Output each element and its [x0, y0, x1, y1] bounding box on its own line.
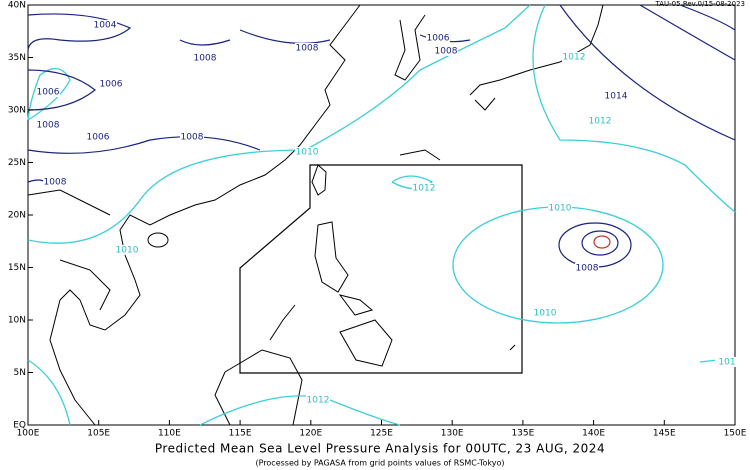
lon-label: 105E	[87, 429, 110, 439]
isobar-label: 1012	[307, 396, 330, 406]
map-subtitle: (Processed by PAGASA from grid points va…	[255, 459, 504, 468]
lat-label: 20N	[8, 211, 26, 221]
lon-label: 110E	[158, 429, 181, 439]
label-bg	[180, 132, 204, 142]
isobar-label: 1006	[427, 34, 450, 44]
isobar-label: 1008	[576, 264, 599, 274]
isobar-label: 1010	[534, 309, 557, 319]
isobar-label: 1006	[87, 133, 110, 143]
map-frame	[27, 4, 736, 426]
lon-label: 125E	[370, 429, 393, 439]
isobar-label: 1008	[435, 47, 458, 57]
label-bg	[715, 357, 739, 367]
map-title: Predicted Mean Sea Level Pressure Analys…	[155, 442, 605, 456]
isobars	[27, 4, 736, 426]
lat-label: 30N	[8, 106, 26, 116]
label-bg	[604, 91, 628, 101]
isobar-label: 1008	[194, 54, 217, 64]
label-bg	[562, 52, 586, 62]
isobar-label: 1012	[413, 184, 436, 194]
isobar-label: 1012	[589, 117, 612, 127]
label-bg	[193, 53, 217, 63]
lon-label: 145E	[653, 429, 676, 439]
label-bg	[426, 33, 450, 43]
isobar-label: 1010	[116, 246, 139, 256]
lon-label: 115E	[229, 429, 252, 439]
lon-label: 100E	[17, 429, 40, 439]
label-bg	[36, 87, 60, 97]
label-bg	[434, 46, 458, 56]
lat-label: 10N	[8, 316, 26, 326]
label-bg	[295, 147, 319, 157]
label-bg	[93, 20, 117, 30]
label-bg	[548, 203, 572, 213]
label-bg	[36, 120, 60, 130]
label-bg	[295, 43, 319, 53]
isobar-label: 1014	[605, 92, 628, 102]
lat-label: 15N	[8, 263, 26, 273]
isobar-label: 101	[718, 358, 735, 368]
par-boundary	[239, 164, 523, 374]
isobar-label: 1008	[37, 121, 60, 131]
label-bg	[575, 263, 599, 273]
lon-label: 150E	[724, 429, 747, 439]
lon-label: 135E	[511, 429, 534, 439]
label-bg	[115, 245, 139, 255]
label-bg	[412, 183, 436, 193]
lat-label: 25N	[8, 158, 26, 168]
lon-label: 120E	[299, 429, 322, 439]
label-bg	[43, 177, 67, 187]
label-bg	[99, 79, 123, 89]
isobar-label: 1008	[44, 178, 67, 188]
lat-label: 5N	[14, 368, 26, 378]
coastlines	[27, 4, 604, 426]
lat-label: 35N	[8, 53, 26, 63]
isobar-label: 1006	[37, 88, 60, 98]
version-label: TAU-05 Rev.0/15-08-2023	[655, 0, 745, 8]
typhoon-core	[593, 235, 611, 249]
lon-label: 140E	[582, 429, 605, 439]
isobar-label: 1008	[181, 133, 204, 143]
isobar-label: 1008	[296, 44, 319, 54]
label-bg	[588, 116, 612, 126]
lat-label: 40N	[8, 1, 26, 11]
isobar-label: 1012	[563, 53, 586, 63]
label-bg	[533, 308, 557, 318]
label-bg	[86, 132, 110, 142]
isobar-label: 1006	[100, 80, 123, 90]
label-bg	[306, 395, 330, 405]
lon-label: 130E	[441, 429, 464, 439]
lat-label: EQ	[13, 421, 26, 431]
isobar-label: 1010	[296, 148, 319, 158]
isobar-label: 1010	[549, 204, 572, 214]
isobar-label: 1004	[94, 21, 117, 31]
